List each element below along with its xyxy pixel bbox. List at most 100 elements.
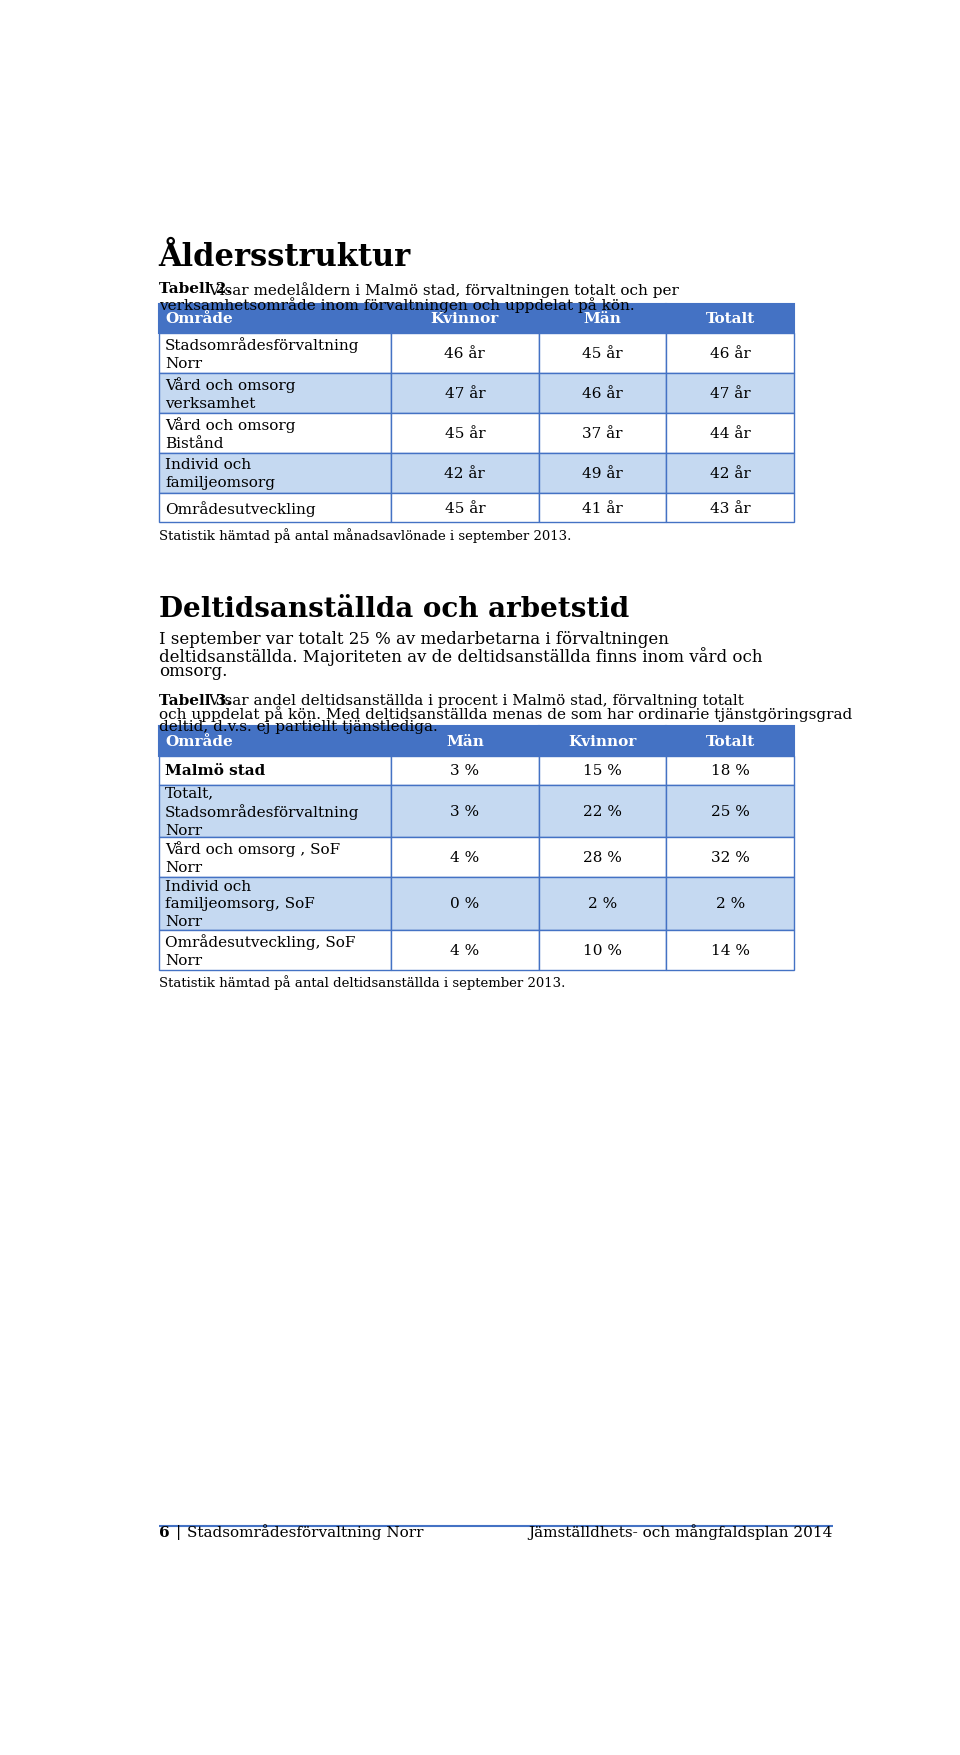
Text: Vård och omsorg , SoF
Norr: Vård och omsorg , SoF Norr: [165, 841, 340, 874]
Text: Område: Område: [165, 735, 232, 749]
Text: Män: Män: [584, 312, 621, 326]
Bar: [158, 333, 392, 374]
Text: Vård och omsorg
verksamhet: Vård och omsorg verksamhet: [165, 377, 296, 411]
Bar: [539, 374, 666, 414]
Bar: [666, 786, 794, 837]
Bar: [539, 304, 666, 333]
Bar: [392, 786, 539, 837]
Text: 3 %: 3 %: [450, 804, 479, 818]
Text: 2 %: 2 %: [588, 897, 617, 911]
Text: Tabell 2.: Tabell 2.: [158, 283, 231, 297]
Text: 44 år: 44 år: [710, 426, 751, 441]
Text: Statistik hämtad på antal månadsavlönade i september 2013.: Statistik hämtad på antal månadsavlönade…: [158, 528, 571, 542]
Text: Åldersstruktur: Åldersstruktur: [158, 242, 411, 274]
Bar: [158, 455, 392, 493]
Text: |: |: [176, 1523, 181, 1539]
Text: 4 %: 4 %: [450, 942, 479, 956]
Text: Totalt,
Stadsområdesförvaltning
Norr: Totalt, Stadsområdesförvaltning Norr: [165, 786, 359, 837]
Text: deltid, d.v.s. ej partiellt tjänstlediga.: deltid, d.v.s. ej partiellt tjänstlediga…: [158, 720, 438, 734]
Text: Malmö stad: Malmö stad: [165, 763, 265, 777]
Bar: [666, 374, 794, 414]
Bar: [666, 333, 794, 374]
Bar: [666, 878, 794, 930]
Bar: [666, 930, 794, 971]
Text: 37 år: 37 år: [582, 426, 623, 441]
Text: 4 %: 4 %: [450, 851, 479, 865]
Text: 18 %: 18 %: [710, 763, 750, 777]
Bar: [392, 304, 539, 333]
Bar: [392, 455, 539, 493]
Text: 43 år: 43 år: [710, 502, 751, 516]
Bar: [539, 414, 666, 455]
Text: I september var totalt 25 % av medarbetarna i förvaltningen: I september var totalt 25 % av medarbeta…: [158, 630, 668, 648]
Bar: [392, 374, 539, 414]
Text: 28 %: 28 %: [583, 851, 622, 865]
Text: och uppdelat på kön. Med deltidsanställda menas de som har ordinarie tjänstgörin: och uppdelat på kön. Med deltidsanställd…: [158, 706, 852, 721]
Text: Jämställdhets- och mångfaldsplan 2014: Jämställdhets- och mångfaldsplan 2014: [529, 1523, 833, 1539]
Text: 45 år: 45 år: [444, 502, 485, 516]
Text: 3 %: 3 %: [450, 763, 479, 777]
Text: Vård och omsorg
Bistånd: Vård och omsorg Bistånd: [165, 418, 296, 451]
Bar: [666, 455, 794, 493]
Text: 42 år: 42 år: [444, 467, 485, 481]
Text: Individ och
familjeomsorg: Individ och familjeomsorg: [165, 458, 275, 490]
Text: Stadsområdesförvaltning
Norr: Stadsområdesförvaltning Norr: [165, 337, 359, 370]
Bar: [158, 414, 392, 455]
Bar: [666, 304, 794, 333]
Text: Statistik hämtad på antal deltidsanställda i september 2013.: Statistik hämtad på antal deltidsanställ…: [158, 974, 565, 990]
Text: verksamhetsområde inom förvaltningen och uppdelat på kön.: verksamhetsområde inom förvaltningen och…: [158, 297, 635, 312]
Text: Områdesutveckling: Områdesutveckling: [165, 500, 316, 516]
Bar: [158, 786, 392, 837]
Text: 6: 6: [158, 1525, 169, 1539]
Bar: [158, 727, 392, 756]
Text: Totalt: Totalt: [706, 312, 755, 326]
Bar: [392, 756, 539, 786]
Text: Kvinnor: Kvinnor: [568, 735, 636, 749]
Text: Kvinnor: Kvinnor: [431, 312, 499, 326]
Text: 45 år: 45 år: [582, 347, 623, 362]
Text: 49 år: 49 år: [582, 467, 623, 481]
Bar: [666, 727, 794, 756]
Text: 41 år: 41 år: [582, 502, 623, 516]
Bar: [158, 878, 392, 930]
Bar: [539, 930, 666, 971]
Bar: [392, 414, 539, 455]
Text: 14 %: 14 %: [710, 942, 750, 956]
Text: 2 %: 2 %: [716, 897, 745, 911]
Text: 47 år: 47 år: [444, 386, 485, 400]
Text: 32 %: 32 %: [710, 851, 750, 865]
Bar: [392, 727, 539, 756]
Text: 0 %: 0 %: [450, 897, 479, 911]
Bar: [666, 414, 794, 455]
Bar: [158, 493, 392, 523]
Bar: [158, 756, 392, 786]
Bar: [666, 756, 794, 786]
Text: Män: Män: [446, 735, 484, 749]
Text: 45 år: 45 år: [444, 426, 485, 441]
Bar: [539, 756, 666, 786]
Bar: [539, 786, 666, 837]
Text: 42 år: 42 år: [710, 467, 751, 481]
Text: deltidsanställda. Majoriteten av de deltidsanställda finns inom vård och: deltidsanställda. Majoriteten av de delt…: [158, 648, 762, 665]
Text: Visar andel deltidsanställda i procent i Malmö stad, förvaltning totalt: Visar andel deltidsanställda i procent i…: [204, 693, 744, 707]
Bar: [158, 304, 392, 333]
Text: Tabell 3.: Tabell 3.: [158, 693, 231, 707]
Text: 15 %: 15 %: [583, 763, 622, 777]
Bar: [392, 837, 539, 878]
Bar: [158, 930, 392, 971]
Bar: [392, 878, 539, 930]
Text: Områdesutveckling, SoF
Norr: Områdesutveckling, SoF Norr: [165, 934, 355, 967]
Text: 25 %: 25 %: [710, 804, 750, 818]
Bar: [539, 727, 666, 756]
Text: 47 år: 47 år: [710, 386, 751, 400]
Bar: [539, 333, 666, 374]
Text: 46 år: 46 år: [710, 347, 751, 362]
Text: Visar medelåldern i Malmö stad, förvaltningen totalt och per: Visar medelåldern i Malmö stad, förvaltn…: [204, 283, 679, 298]
Text: Område: Område: [165, 312, 232, 326]
Bar: [392, 493, 539, 523]
Text: 10 %: 10 %: [583, 942, 622, 956]
Bar: [158, 374, 392, 414]
Text: 22 %: 22 %: [583, 804, 622, 818]
Bar: [158, 837, 392, 878]
Bar: [539, 837, 666, 878]
